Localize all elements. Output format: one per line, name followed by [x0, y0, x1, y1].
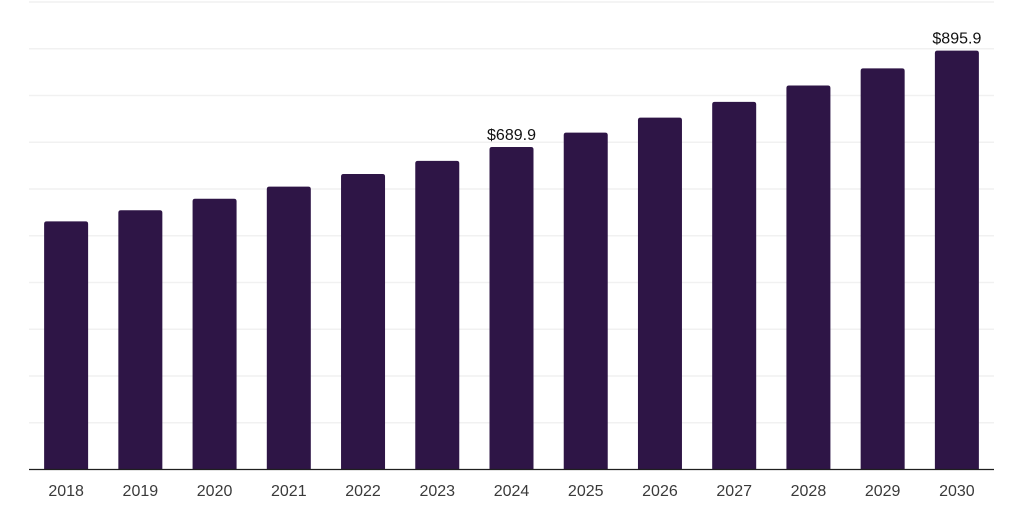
bar-2029[interactable] [860, 68, 905, 470]
bar-2027[interactable] [712, 101, 757, 470]
bar-2030[interactable] [934, 50, 979, 470]
bar-2023[interactable] [415, 160, 460, 470]
x-tick-2030: 2030 [939, 483, 975, 500]
x-tick-2025: 2025 [568, 483, 604, 500]
data-label-2030: $895.9 [932, 31, 981, 48]
data-label-2024: $689.9 [487, 127, 536, 144]
bar-2019[interactable] [118, 210, 163, 470]
bar-2020[interactable] [192, 198, 237, 470]
x-tick-2022: 2022 [345, 483, 381, 500]
bar-2018[interactable] [44, 221, 89, 470]
x-tick-2020: 2020 [197, 483, 233, 500]
bar-2022[interactable] [341, 174, 386, 470]
x-tick-2021: 2021 [271, 483, 307, 500]
x-tick-2029: 2029 [865, 483, 901, 500]
x-tick-2027: 2027 [716, 483, 752, 500]
x-tick-2019: 2019 [123, 483, 159, 500]
bar-2025[interactable] [563, 132, 608, 470]
bar-2024[interactable] [489, 146, 534, 470]
x-tick-2018: 2018 [48, 483, 84, 500]
x-tick-2028: 2028 [791, 483, 827, 500]
bar-2021[interactable] [266, 186, 311, 470]
x-tick-2026: 2026 [642, 483, 678, 500]
bar-2026[interactable] [637, 117, 682, 470]
bar-2028[interactable] [786, 85, 831, 470]
x-tick-2024: 2024 [494, 483, 530, 500]
x-tick-2023: 2023 [419, 483, 455, 500]
